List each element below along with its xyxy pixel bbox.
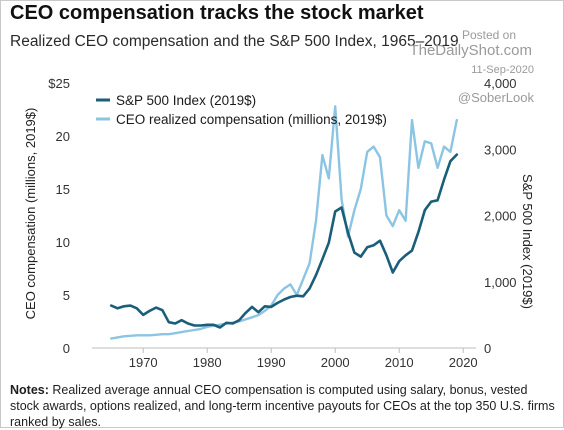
y-right-tick-label: 1,000 — [484, 275, 517, 290]
x-tick-label: 1970 — [129, 355, 158, 370]
y-right-tick-label: 3,000 — [484, 142, 517, 157]
y-left-tick-label: $25 — [48, 76, 70, 91]
watermark-posted: Posted on — [461, 28, 516, 42]
x-tick-label: 2020 — [449, 355, 478, 370]
legend-label: CEO realized compensation (millions, 201… — [116, 112, 387, 127]
legend-label: S&P 500 Index (2019$) — [116, 93, 256, 108]
x-tick-label: 2010 — [385, 355, 414, 370]
y-left-tick-label: 5 — [63, 288, 70, 303]
chart-title: CEO compensation tracks the stock market — [10, 2, 424, 24]
y-left-axis-label: CEO compensation (millions, 2019$) — [23, 108, 38, 320]
chart-svg: 1970 1980 1990 2000 2010 2020 0 5 10 15 20 $25 0 1,00… — [23, 76, 535, 370]
watermark-handle: @SoberLook — [457, 90, 534, 105]
notes-text: Realized average annual CEO compensation… — [10, 383, 555, 429]
y-left-tick-label: 20 — [56, 129, 70, 144]
ceo-comp-series-line — [109, 105, 458, 340]
y-left-tick-label: 15 — [56, 182, 70, 197]
chart-notes: Notes: Realized average annual CEO compe… — [10, 382, 556, 430]
y-right-tick-label: 2,000 — [484, 209, 517, 224]
y-right-tick-label: 0 — [484, 341, 491, 356]
y-right-axis-label: S&P 500 Index (2019$) — [520, 174, 535, 309]
y-right-tick-label: 4,000 — [484, 76, 517, 91]
x-tick-label: 2000 — [321, 355, 350, 370]
chart-subtitle: Realized CEO compensation and the S&P 50… — [10, 33, 459, 50]
x-tick-label: 1990 — [257, 355, 286, 370]
notes-label: Notes: — [10, 383, 49, 397]
x-tick-label: 1980 — [193, 355, 222, 370]
watermark-site: TheDailyShot.com — [409, 42, 532, 59]
y-left-tick-label: 10 — [56, 235, 70, 250]
y-left-tick-label: 0 — [63, 341, 70, 356]
watermark-date: 11-Sep-2020 — [471, 64, 534, 76]
sp500-series-line — [109, 153, 459, 329]
